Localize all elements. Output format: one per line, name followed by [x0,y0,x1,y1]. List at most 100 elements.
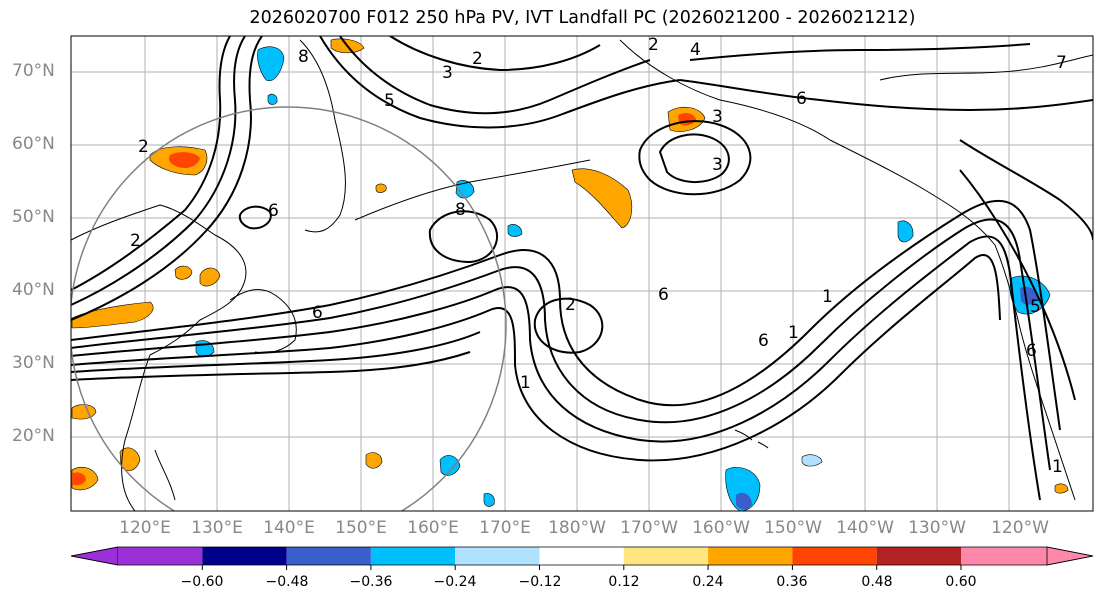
contour-line [959,139,1093,241]
contour-label: 4 [690,40,701,60]
contour-label: 1 [822,287,833,307]
contour-label: 6 [1026,341,1037,361]
colorbar-extend-low [70,546,119,566]
negative-anomaly-patch [897,220,914,243]
contour-label: 2 [565,295,576,315]
colorbar-tick-label: −0.48 [265,574,309,590]
contour-line [689,43,1031,61]
colorbar-segment [118,547,203,565]
colorbar-tick-label: −0.36 [349,574,393,590]
contour-line [71,36,231,291]
negative-anomaly-patch [257,46,285,82]
contour-label: 6 [312,303,323,323]
lon-label: 120°E [119,518,171,538]
colorbar-segment [961,547,1047,565]
contour-label: 2 [130,231,141,251]
contour-label: 6 [268,201,279,221]
colorbar-tick-label: 0.12 [608,574,640,590]
chart-title: 2026020700 F012 250 hPa PV, IVT Landfall… [249,8,916,28]
colorbar-tick-label: 0.60 [945,574,977,590]
map-background [71,36,1093,511]
contour-label: 8 [298,47,309,67]
contour-label: 3 [712,155,723,175]
colorbar-segment [876,547,961,565]
hawaii-islands [734,429,769,449]
asia-coast [71,204,247,511]
lat-label: 40°N [12,280,55,300]
colorbar-tick-label: −0.12 [518,574,562,590]
lon-label: 150°E [335,518,387,538]
contour-label: 2 [138,137,149,157]
negative-anomaly-patch [507,224,523,237]
positive-anomaly-core [72,472,86,486]
lon-label: 140°E [263,518,315,538]
lon-label: 130°E [191,518,243,538]
pv-contours [71,36,1093,501]
contour-label: 3 [442,63,453,83]
contour-label: 8 [455,200,466,220]
positive-anomaly-core [168,152,200,168]
negative-anomaly-patch [439,455,461,476]
lon-label: 180°W [548,518,606,538]
lon-label: 170°E [479,518,531,538]
closed-contour [533,297,604,354]
colorbar-tick-label: 0.48 [861,574,893,590]
colorbar-tick-label: 0.36 [776,574,808,590]
colorbar-segment [792,547,877,565]
aleutian-arc [354,159,591,221]
philippines-coast [154,449,176,501]
lon-label: 120°W [991,518,1049,538]
contour-label: 3 [712,107,723,127]
colorbar-segment [539,547,624,565]
contour-label: 1 [520,373,531,393]
closed-contour [658,133,730,184]
contour-label: 2 [472,49,483,69]
positive-anomaly-patch [199,267,221,287]
contour-line [71,36,263,321]
positive-anomaly-patch [365,452,383,469]
positive-anomaly-patch [174,265,193,280]
colorbar-segment [370,547,456,565]
contour-labels: 2 2 2 2 3 3 3 4 5 6 6 6 6 6 6 7 8 8 1 1 … [130,35,1067,477]
lon-label: 140°W [836,518,894,538]
contour-label: 1 [788,323,799,343]
closed-contour [638,120,752,196]
arctic-coast [879,54,1093,81]
kamchatka-coast [299,39,346,233]
contour-line [959,169,1076,401]
contour-line [71,235,1041,501]
contour-label: 6 [758,331,769,351]
map-area: 2 2 2 2 3 3 3 4 5 6 6 6 6 6 6 7 8 8 1 1 … [71,35,1093,511]
colorbar [70,546,1094,570]
negative-anomaly-patch [801,454,823,467]
negative-anomaly-patch [725,467,761,511]
pv-anomaly-fills [71,38,1069,511]
positive-anomaly-patch [71,301,154,329]
lat-label: 30°N [12,353,55,373]
contour-label: 6 [658,285,669,305]
negative-anomaly-patch [267,93,278,105]
negative-anomaly-core [736,492,752,510]
colorbar-segment [623,547,709,565]
coastlines [71,39,1093,511]
colorbar-tick-label: −0.60 [180,574,224,590]
contour-line [339,36,651,115]
contour-line [319,36,681,129]
closed-contour [428,210,499,264]
colorbar-segment [286,547,371,565]
radius-circle [71,106,507,511]
lat-label: 50°N [12,207,55,227]
lon-label: 150°W [764,518,822,538]
contour-line [71,199,1061,431]
contour-label: 2 [648,35,659,55]
positive-anomaly-patch [1054,483,1069,494]
lon-label: 160°E [407,518,459,538]
lon-label: 170°W [620,518,678,538]
contour-line [71,254,1001,462]
colorbar-segment [708,547,793,565]
closed-contour [238,205,272,230]
positive-anomaly-patch [375,183,387,193]
contour-label: 7 [1056,53,1067,73]
positive-anomaly-patch [571,168,633,229]
negative-anomaly-patch [483,493,495,507]
